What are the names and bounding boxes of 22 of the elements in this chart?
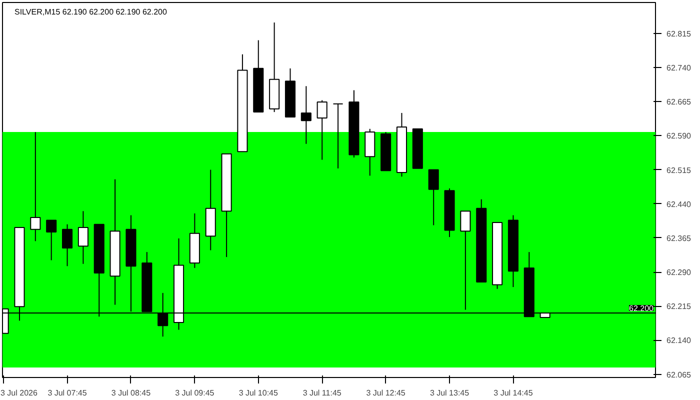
ref-line-label: 62.200 — [629, 304, 654, 313]
y-tick-label: 62.140 — [666, 336, 692, 346]
y-tick-label: 62.590 — [666, 132, 692, 141]
x-tick-label: 3 Jul 08:45 — [111, 388, 152, 398]
x-tick-label: 3 Jul 07:45 — [48, 388, 88, 398]
x-tick-label: 3 Jul 12:45 — [366, 388, 406, 398]
text: SILVER,M15 62.190 62.200 62.190 62.200 — [14, 8, 168, 16]
y-tick-label: 62.215 — [666, 302, 692, 312]
x-tick-label: 3 Jul 14:45 — [494, 388, 534, 398]
y-tick-label: 62.515 — [666, 166, 692, 175]
y-tick-label: 62.365 — [666, 234, 692, 243]
x-tick-label: 3 Jul 2026 — [0, 388, 38, 398]
x-tick-label: 3 Jul 09:45 — [175, 388, 215, 398]
x-tick-label: 3 Jul 10:45 — [238, 388, 279, 398]
y-tick-label: 62.665 — [666, 98, 692, 107]
y-tick-label: 62.290 — [666, 268, 692, 278]
y-tick-label: 62.740 — [666, 64, 692, 72]
x-tick-label: 3 Jul 13:45 — [430, 388, 470, 398]
x-tick-label: 3 Jul 11:45 — [302, 388, 342, 398]
y-tick-label: 62.065 — [666, 370, 692, 380]
y-tick-label: 62.815 — [666, 29, 692, 38]
y-tick-label: 62.440 — [666, 200, 692, 209]
